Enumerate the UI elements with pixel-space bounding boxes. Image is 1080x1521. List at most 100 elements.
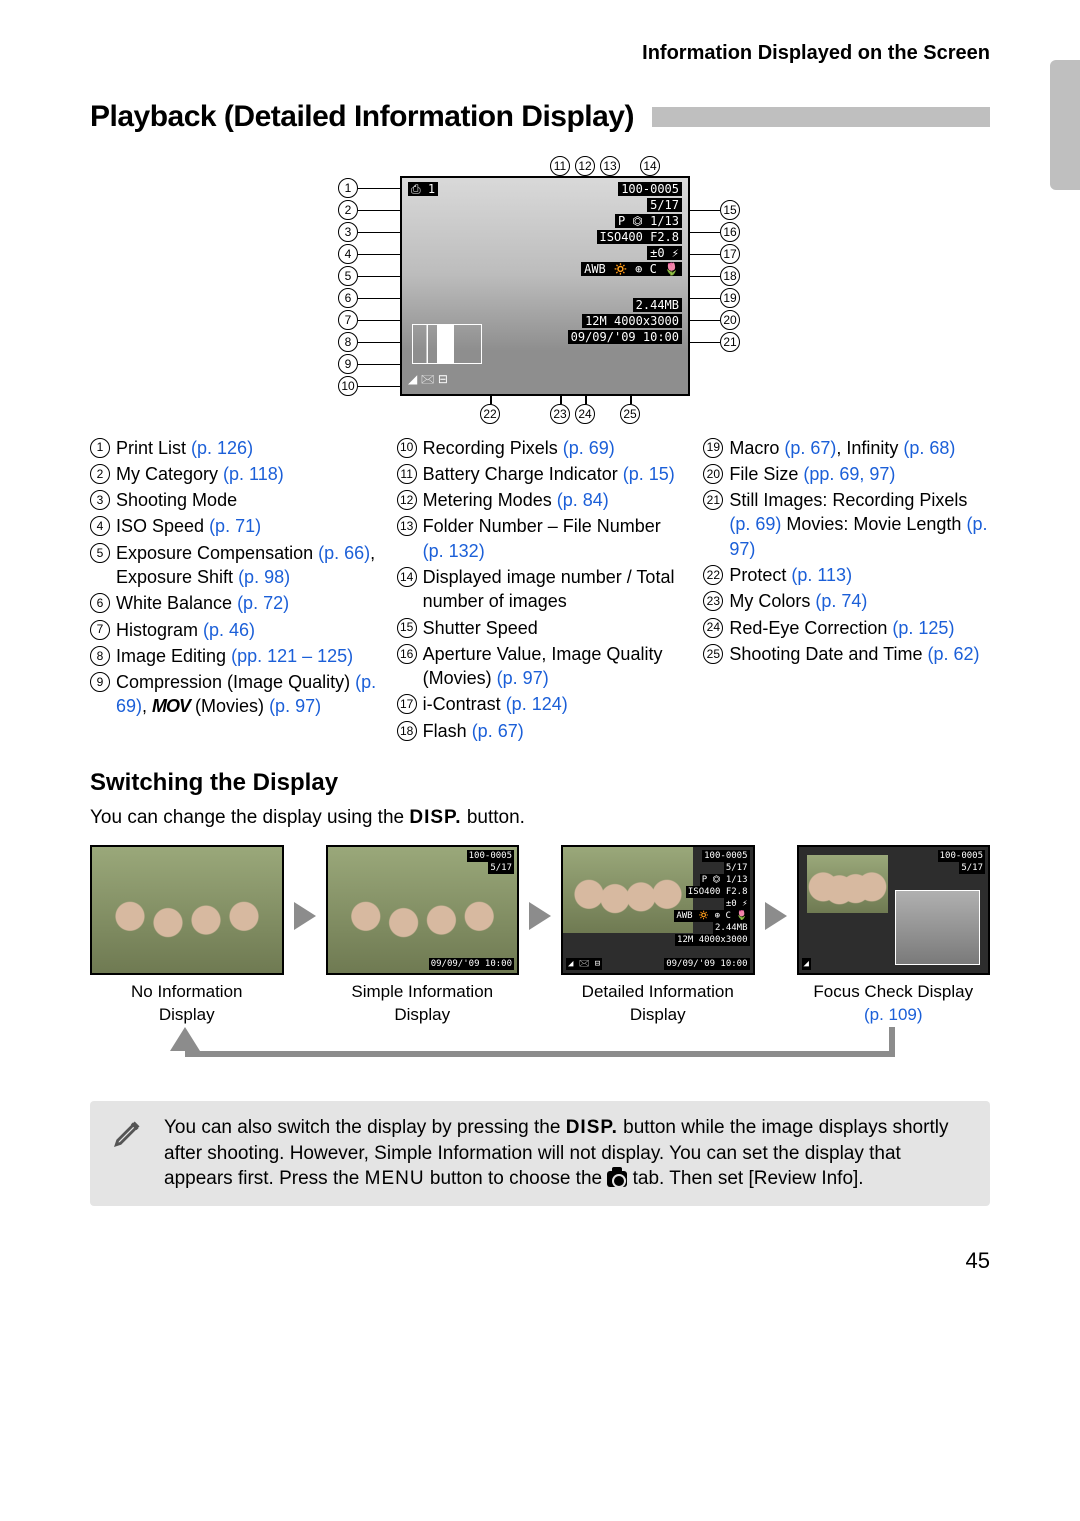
- callout-5: 5: [338, 266, 358, 286]
- lcd-bottom-icons: ◢ 🖂 ⊟: [408, 371, 448, 387]
- legend-number: 1: [90, 438, 110, 458]
- legend-number: 25: [703, 644, 723, 664]
- disp-button-label: DISP.: [409, 807, 461, 828]
- camera-icon: [607, 1171, 627, 1187]
- page-ref[interactable]: (p. 98): [238, 567, 290, 587]
- legend-number: 9: [90, 672, 110, 692]
- legend-item-7: 7Histogram (p. 46): [90, 618, 377, 642]
- page-ref[interactable]: (p. 67): [472, 721, 524, 741]
- legend-item-12: 12Metering Modes (p. 84): [397, 488, 684, 512]
- legend-number: 19: [703, 438, 723, 458]
- lcd-iso-line: ISO400 F2.8: [597, 230, 682, 244]
- page-ref[interactable]: (pp. 121 – 125): [231, 646, 353, 666]
- legend-number: 10: [397, 438, 417, 458]
- legend-item-4: 4ISO Speed (p. 71): [90, 514, 377, 538]
- page-ref[interactable]: (p. 97): [269, 696, 321, 716]
- legend-item-1: 1Print List (p. 126): [90, 436, 377, 460]
- callout-11: 11: [550, 156, 570, 176]
- legend-number: 5: [90, 543, 110, 563]
- legend-number: 6: [90, 593, 110, 613]
- legend-number: 12: [397, 490, 417, 510]
- legend-number: 21: [703, 490, 723, 510]
- legend-item-21: 21Still Images: Recording Pixels (p. 69)…: [703, 488, 990, 561]
- mov-icon: MOV: [152, 696, 190, 716]
- legend-number: 18: [397, 721, 417, 741]
- page-ref[interactable]: (p. 118): [223, 464, 284, 484]
- legend-item-2: 2My Category (p. 118): [90, 462, 377, 486]
- legend-item-24: 24Red-Eye Correction (p. 125): [703, 616, 990, 640]
- arrow-icon: [765, 902, 787, 930]
- focus-magnify: [895, 890, 980, 965]
- legend-item-11: 11Battery Charge Indicator (p. 15): [397, 462, 684, 486]
- callout-7: 7: [338, 310, 358, 330]
- legend-number: 16: [397, 644, 417, 664]
- menu-button-label: MENU: [365, 1168, 425, 1189]
- legend-number: 4: [90, 516, 110, 536]
- callout-1: 1: [338, 178, 358, 198]
- page-ref[interactable]: (p. 71): [209, 516, 261, 536]
- side-tab: [1050, 60, 1080, 190]
- arrow-icon: [294, 902, 316, 930]
- callout-6: 6: [338, 288, 358, 308]
- callout-18: 18: [720, 266, 740, 286]
- callout-8: 8: [338, 332, 358, 352]
- page-ref[interactable]: (p. 97): [497, 668, 549, 688]
- legend-item-14: 14Displayed image number / Total number …: [397, 565, 684, 614]
- page-ref[interactable]: (p. 69): [563, 438, 615, 458]
- page-ref[interactable]: (p. 84): [557, 490, 609, 510]
- legend-item-9: 9Compression (Image Quality) (p. 69), MO…: [90, 670, 377, 719]
- disp-button-label: DISP.: [566, 1117, 618, 1138]
- switching-heading: Switching the Display: [90, 767, 990, 799]
- callout-22: 22: [480, 404, 500, 424]
- page-ref[interactable]: (pp. 69, 97): [803, 464, 895, 484]
- callout-15: 15: [720, 200, 740, 220]
- legend-item-17: 17i-Contrast (p. 124): [397, 692, 684, 716]
- legend-number: 3: [90, 490, 110, 510]
- legend-item-18: 18Flash (p. 67): [397, 719, 684, 743]
- page-ref[interactable]: (p. 126): [191, 438, 253, 458]
- callout-19: 19: [720, 288, 740, 308]
- page-ref[interactable]: (p. 66): [318, 543, 370, 563]
- page-ref[interactable]: (p. 124): [506, 694, 568, 714]
- legend-number: 17: [397, 694, 417, 714]
- legend-item-19: 19Macro (p. 67), Infinity (p. 68): [703, 436, 990, 460]
- legend-number: 15: [397, 618, 417, 638]
- legend-item-3: 3Shooting Mode: [90, 488, 377, 512]
- page-ref[interactable]: (p. 125): [892, 618, 954, 638]
- lcd-pixels: 12M 4000x3000: [582, 314, 682, 328]
- page-ref[interactable]: (p. 72): [237, 593, 289, 613]
- lcd-size-line: 2.44MB: [633, 298, 682, 312]
- page-ref[interactable]: (p. 67): [784, 438, 836, 458]
- legend-item-23: 23My Colors (p. 74): [703, 589, 990, 613]
- mode-simple: 100-0005 5/17 09/09/'09 10:00 Simple Inf…: [326, 845, 520, 1027]
- callout-4: 4: [338, 244, 358, 264]
- note-box: You can also switch the display by press…: [90, 1101, 990, 1206]
- legend-item-25: 25Shooting Date and Time (p. 62): [703, 642, 990, 666]
- callout-20: 20: [720, 310, 740, 330]
- callout-17: 17: [720, 244, 740, 264]
- page-ref[interactable]: (p. 46): [203, 620, 255, 640]
- legend-number: 23: [703, 591, 723, 611]
- legend-number: 13: [397, 516, 417, 536]
- page-ref[interactable]: (p. 113): [791, 565, 852, 585]
- switching-desc: You can change the display using the DIS…: [90, 805, 990, 831]
- page-ref[interactable]: (p. 69): [729, 514, 781, 534]
- page-number: 45: [90, 1246, 990, 1276]
- lcd-count: 5/17: [647, 198, 682, 212]
- page-ref[interactable]: (p. 132): [423, 541, 485, 561]
- page-ref[interactable]: (p. 62): [927, 644, 979, 664]
- display-modes-row: No Information Display 100-0005 5/17 09/…: [90, 845, 990, 1027]
- page-ref[interactable]: (p. 68): [903, 438, 955, 458]
- mode-focus-check: 100-0005 5/17 ◢ Focus Check Display (p. …: [797, 845, 991, 1027]
- page-ref[interactable]: (p. 74): [815, 591, 867, 611]
- mode-no-info: No Information Display: [90, 845, 284, 1027]
- callout-24: 24: [575, 404, 595, 424]
- callout-21: 21: [720, 332, 740, 352]
- lcd-print-list: ⎙ 1: [408, 182, 438, 196]
- page-ref[interactable]: (p. 15): [623, 464, 675, 484]
- callout-12: 12: [575, 156, 595, 176]
- legend-number: 8: [90, 646, 110, 666]
- focus-check-ref[interactable]: (p. 109): [864, 1005, 923, 1024]
- flow-return-arrow: [90, 1033, 990, 1073]
- callout-2: 2: [338, 200, 358, 220]
